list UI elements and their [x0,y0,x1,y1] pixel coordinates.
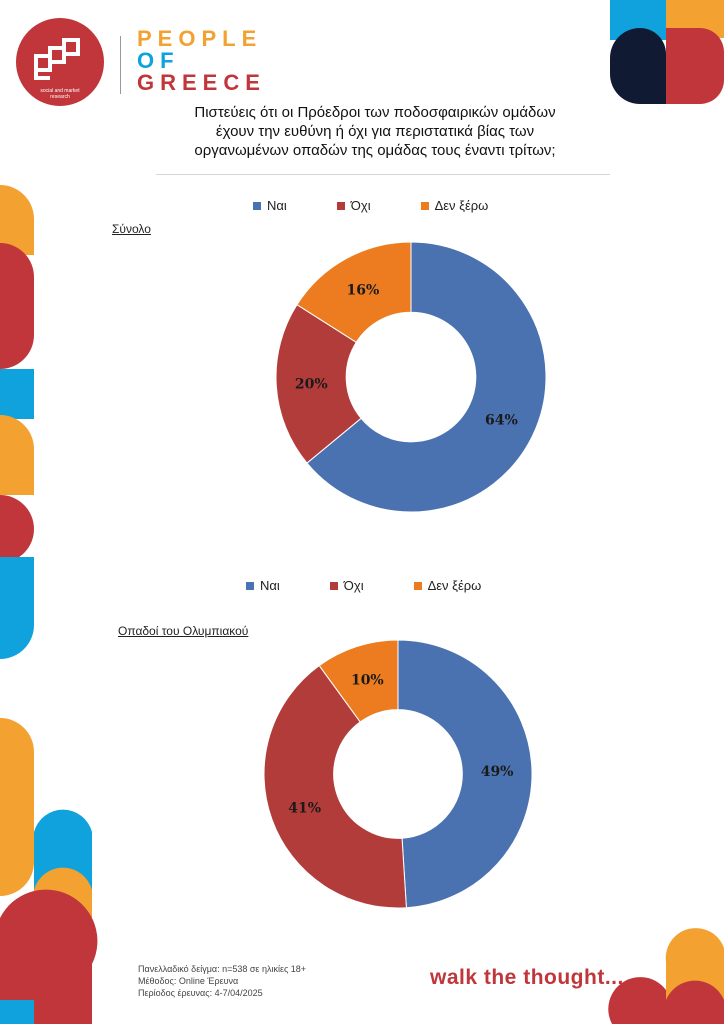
legend-swatch [329,581,338,590]
period-note: Περίοδος έρευνας: 4-7/04/2025 [138,988,263,998]
deco-red-half [666,28,724,104]
legend-item-no: Όχι [329,578,364,593]
legend-label-yes: Ναι [267,198,287,213]
brand-line-3: GREECE [137,70,266,96]
title-divider [156,174,610,175]
question-title: Πιστεύεις ότι οι Πρόεδροι των ποδοσφαιρι… [140,103,610,160]
deco-br-red [608,977,666,1024]
data-label-no: 41% [288,801,321,817]
donut-chart-total: 64% 20% 16% [275,241,547,513]
logo-subtitle: social and market research [40,88,80,100]
legend-swatch [336,201,345,210]
data-label-no: 20% [295,376,328,392]
logo [16,18,104,106]
legend-swatch [253,201,261,210]
sample-note: Πανελλαδικό δείγμα: n=538 σε ηλικίες 18+ [138,964,307,974]
legend-item-yes: Ναι [253,198,287,213]
question-line-2: έχουν την ευθύνη ή όχι για περιστατικά β… [215,123,535,140]
data-label-yes: 64% [485,413,518,429]
deco-bl-blue-base [0,1000,34,1024]
brand-line-2: OF [137,48,180,74]
legend-swatch [246,581,254,590]
brand-word-of: OF [137,48,180,73]
deco-left-orange-2 [0,415,34,495]
donut-slice-no [263,664,407,909]
brand-line-1: PEOPLE [137,26,262,52]
deco-left-blue-1 [0,369,34,419]
brand-word-greece: GREECE [137,70,266,95]
data-label-yes: 49% [481,764,514,780]
legend-label-no: Όχι [350,198,371,213]
method-note: Μέθοδος: Online Έρευνα [138,976,239,986]
legend-item-dontknow: Δεν ξέρω [413,578,482,593]
chart-1-title: Σύνολο [112,222,151,236]
chart-2-title: Οπαδοί του Ολυμπιακού [118,624,249,638]
brand-word-people: PEOPLE [137,26,263,51]
legend-item-dontknow: Δεν ξέρω [420,198,489,213]
legend-label-yes: Ναι [260,578,280,593]
deco-br-red-2 [663,980,724,1024]
donut-slice-dontknow [296,241,412,343]
legend-item-no: Όχι [336,198,371,213]
logo-mark-icon [34,38,80,80]
tagline: walk the thought... [430,966,624,989]
donut-slice-yes [397,639,533,909]
question-line-3: οργανωμένων οπαδών της ομάδας τους έναντ… [194,142,556,159]
deco-left-blue-2 [0,557,34,659]
legend-label-dontknow: Δεν ξέρω [427,578,482,593]
deco-navy-leaf [610,28,666,104]
data-label-dontknow: 10% [351,673,384,689]
deco-left-red-2 [0,495,34,563]
donut-chart-olympiacos: 49% 41% 10% [263,639,533,909]
deco-bl-orange-1 [0,718,34,896]
methodology-note: Πανελλαδικό δείγμα: n=538 σε ηλικίες 18+… [138,963,306,999]
legend-swatch [413,581,422,590]
deco-left-orange-1 [0,185,34,255]
legend-label-dontknow: Δεν ξέρω [434,198,489,213]
legend-label-no: Όχι [343,578,364,593]
data-label-dontknow: 16% [346,282,379,298]
donut-slice-no [275,303,362,464]
deco-left-red-1 [0,243,34,369]
deco-bl-red [0,889,98,1024]
question-line-1: Πιστεύεις ότι οι Πρόεδροι των ποδοσφαιρι… [194,104,556,121]
logo-divider [120,36,121,94]
legend-chart-2: Ναι Όχι Δεν ξέρω [246,578,481,593]
legend-item-yes: Ναι [246,578,280,593]
legend-chart-1: Ναι Όχι Δεν ξέρω [253,198,488,213]
donut-slice-yes [306,241,547,513]
legend-swatch [420,201,429,210]
donut-slice-dontknow [318,639,399,723]
